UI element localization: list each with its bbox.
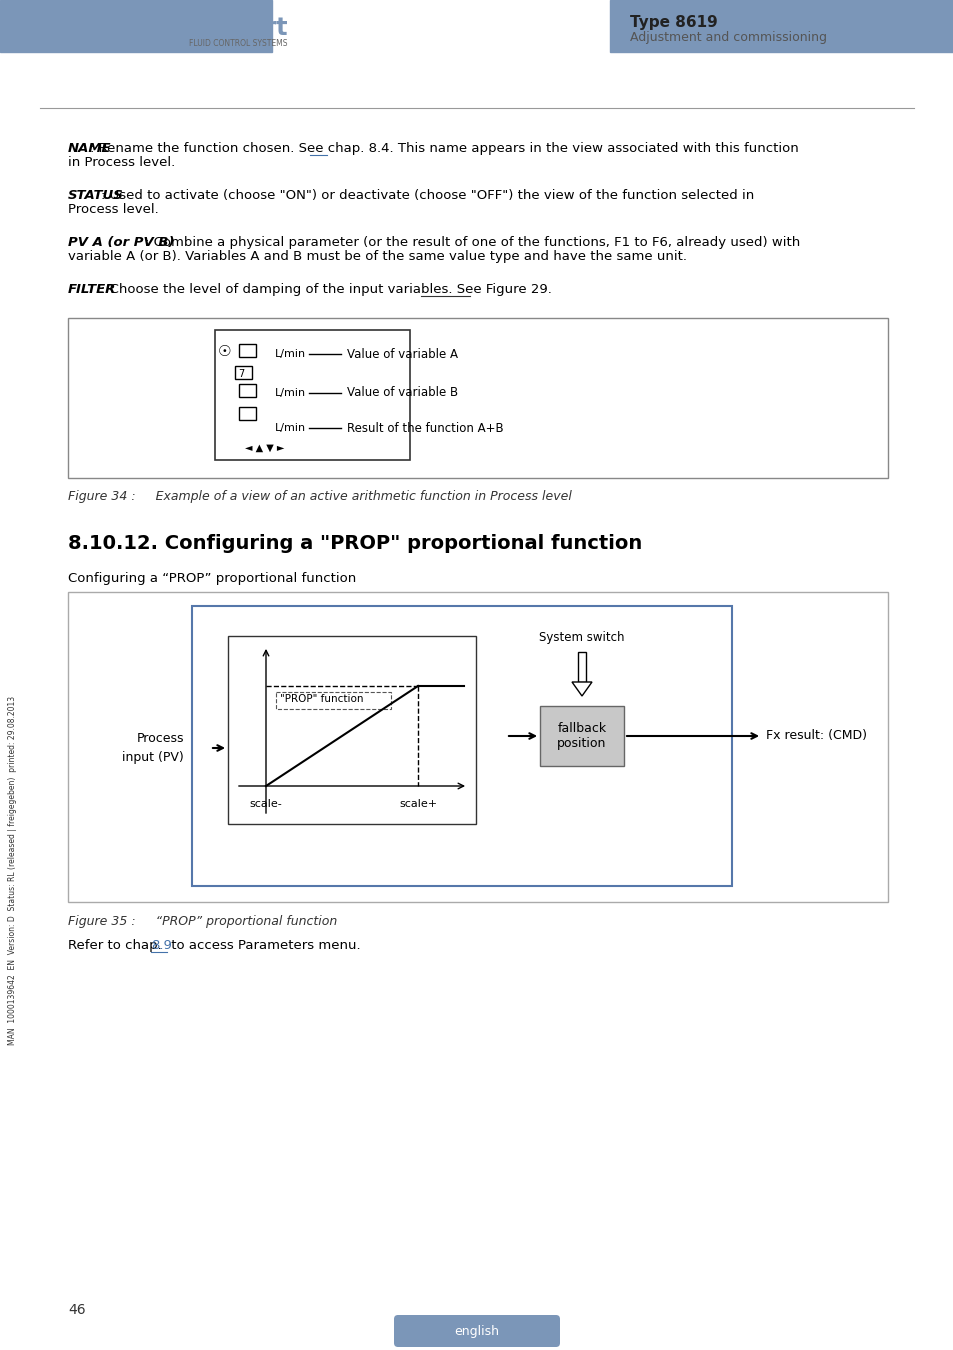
Bar [239, 344, 255, 356]
Text: Value of variable B: Value of variable B [347, 386, 457, 400]
Text: : Used to activate (choose "ON") or deactivate (choose "OFF") the view of the fu: : Used to activate (choose "ON") or deac… [101, 189, 754, 202]
Text: variable A (or B). Variables A and B must be of the same value type and have the: variable A (or B). Variables A and B mus… [68, 250, 686, 263]
Text: 46: 46 [68, 1303, 86, 1318]
Text: position: position [557, 737, 606, 749]
Text: Figure 34 :     Example of a view of an active arithmetic function in Process le: Figure 34 : Example of a view of an acti… [68, 490, 571, 504]
Text: Value of variable A: Value of variable A [347, 347, 457, 360]
Bar [275, 693, 391, 709]
Text: Result of the function A+B: Result of the function A+B [347, 421, 503, 435]
Text: fallback: fallback [557, 722, 606, 736]
Text: MAN  1000139642  EN  Version: D  Status: RL (released | freigegeben)  printed: 2: MAN 1000139642 EN Version: D Status: RL … [9, 695, 17, 1045]
Bar [228, 636, 476, 823]
Text: : Rename the function chosen. See chap. 8.4. This name appears in the view assoc: : Rename the function chosen. See chap. … [90, 142, 798, 155]
Bar [68, 593, 887, 902]
Text: NAME: NAME [68, 142, 112, 155]
Text: 7: 7 [237, 369, 244, 379]
Text: STATUS: STATUS [68, 189, 124, 202]
Bar [0, 0, 272, 53]
Bar [239, 406, 255, 420]
Text: Process level.: Process level. [68, 202, 158, 216]
Text: Process: Process [136, 733, 184, 745]
Text: : Choose the level of damping of the input variables. See Figure 29.: : Choose the level of damping of the inp… [101, 284, 552, 296]
Text: 8.10.12. Configuring a "PROP" proportional function: 8.10.12. Configuring a "PROP" proportion… [68, 535, 641, 554]
Text: "PROP" function: "PROP" function [280, 694, 363, 703]
Text: scale+: scale+ [398, 799, 436, 809]
Bar [192, 606, 731, 886]
FancyBboxPatch shape [394, 1315, 559, 1347]
Text: Figure 35 :     “PROP” proportional function: Figure 35 : “PROP” proportional function [68, 915, 337, 927]
Bar [234, 366, 252, 379]
Text: ☉: ☉ [218, 344, 232, 359]
Text: in Process level.: in Process level. [68, 157, 175, 169]
Text: english: english [454, 1324, 499, 1338]
Bar [539, 706, 623, 765]
Text: Fx result: (CMD): Fx result: (CMD) [765, 729, 866, 742]
Text: FILTER: FILTER [68, 284, 116, 296]
Text: Configuring a “PROP” proportional function: Configuring a “PROP” proportional functi… [68, 572, 355, 585]
Bar [609, 0, 953, 53]
Bar [214, 329, 410, 460]
Text: input (PV): input (PV) [122, 751, 184, 764]
Text: Adjustment and commissioning: Adjustment and commissioning [629, 31, 826, 45]
Text: : Combine a physical parameter (or the result of one of the functions, F1 to F6,: : Combine a physical parameter (or the r… [145, 236, 800, 248]
Bar [68, 319, 887, 478]
Text: scale-: scale- [250, 799, 282, 809]
Text: Refer to chap.: Refer to chap. [68, 940, 166, 952]
Bar [239, 383, 255, 397]
Text: ◄ ▲ ▼ ►: ◄ ▲ ▼ ► [245, 443, 284, 454]
Polygon shape [572, 682, 592, 697]
Text: System switch: System switch [538, 632, 624, 644]
Text: PV A (or PV B): PV A (or PV B) [68, 236, 174, 248]
Text: Type 8619: Type 8619 [629, 15, 717, 30]
Text: L/min: L/min [274, 387, 306, 398]
Text: L/min: L/min [274, 423, 306, 433]
Text: L/min: L/min [274, 350, 306, 359]
Text: FLUID CONTROL SYSTEMS: FLUID CONTROL SYSTEMS [189, 39, 287, 47]
Text: 8.9: 8.9 [151, 940, 172, 952]
Text: to access Parameters menu.: to access Parameters menu. [167, 940, 360, 952]
Text: bürkert: bürkert [188, 16, 288, 40]
Bar [578, 652, 585, 682]
